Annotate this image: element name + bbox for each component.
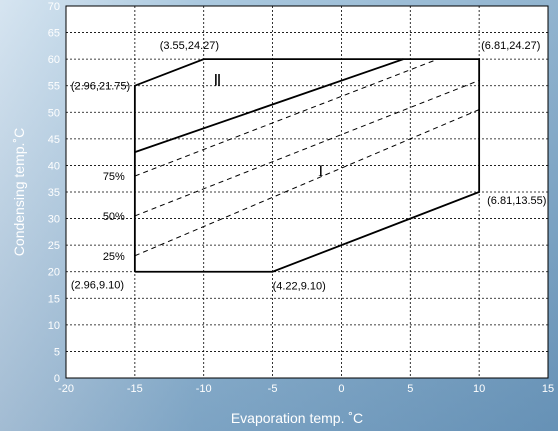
y-tick-label: 70 [48, 1, 60, 13]
y-tick-label: 25 [48, 240, 60, 252]
series-layer: 75% 50% 25% [103, 58, 481, 273]
y-tick-label: 15 [48, 293, 60, 305]
y-tick-label: 40 [48, 160, 60, 172]
y-tick-label: 50 [48, 107, 60, 119]
region-label: Ⅱ [214, 73, 222, 90]
y-tick-label: 20 [48, 267, 60, 279]
point-annotation: (6.81,24.27) [481, 40, 540, 52]
capacity-label: 50% [103, 211, 125, 223]
point-annotation: (4.22,9.10) [273, 281, 326, 293]
capacity-line-75 [134, 58, 439, 177]
capacity-label: 25% [103, 251, 125, 263]
y-tick-label: 60 [48, 54, 60, 66]
region-label: I [318, 163, 323, 180]
capacity-label: 75% [103, 171, 125, 183]
x-axis-title: Evaporation temp. ˚C [231, 410, 363, 426]
x-tick-label: -15 [127, 383, 143, 395]
region-divider-line [134, 58, 404, 153]
axis-ticks: -20 -15 -10 -5 0 5 10 15 0 5 10 15 20 25 30 35 40 45 50 55 6… [48, 1, 554, 395]
y-tick-label: 5 [54, 346, 60, 358]
y-tick-label: 30 [48, 214, 60, 226]
point-annotation: (6.81,13.55) [487, 195, 546, 207]
y-tick-label: 45 [48, 134, 60, 146]
x-tick-label: -20 [58, 383, 74, 395]
x-tick-label: 0 [338, 383, 344, 395]
x-tick-label: -5 [268, 383, 278, 395]
point-annotation: (3.55,24.27) [160, 40, 219, 52]
y-tick-label: 35 [48, 187, 60, 199]
point-annotation: (2.96,9.10) [71, 280, 124, 292]
operating-envelope [133, 58, 481, 273]
x-tick-label: 10 [473, 383, 485, 395]
y-axis-title: Condensing temp.˚C [11, 128, 27, 256]
point-annotation: (2.96,21.75) [71, 81, 130, 93]
capacity-line-50 [134, 79, 480, 217]
x-tick-label: -10 [196, 383, 212, 395]
y-tick-label: 65 [48, 28, 60, 40]
y-tick-label: 0 [54, 373, 60, 385]
x-tick-label: 5 [407, 383, 413, 395]
annotations: (2.96,21.75) (3.55,24.27) (6.81,24.27) (6.8… [71, 40, 547, 293]
y-tick-label: 55 [48, 81, 60, 93]
x-tick-label: 15 [542, 383, 554, 395]
y-tick-label: 10 [48, 320, 60, 332]
